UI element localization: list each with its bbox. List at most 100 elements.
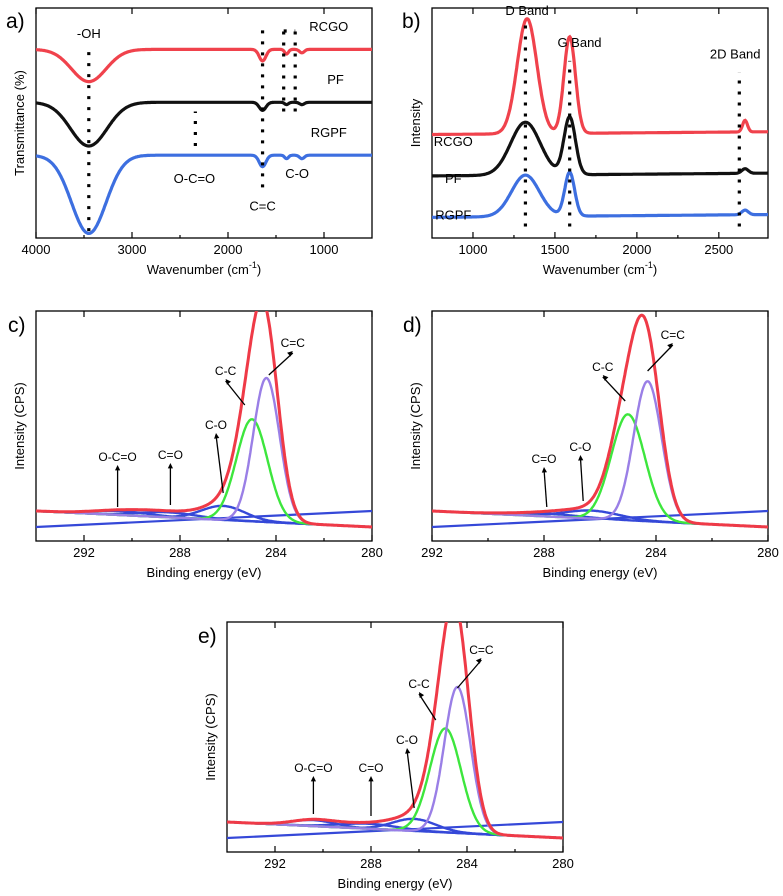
x-axis-label-suffix: ): [257, 262, 261, 277]
annotation-label: RCGO: [309, 19, 348, 34]
x-tick-label: 1000: [310, 242, 339, 257]
panel-b: b) 1000 1500 2000 2500 Wavenumber (cm-1) Inten…: [402, 3, 769, 277]
panel-a: a) 4000 3000 2000 1000 Wavenumber (cm-1) Trans…: [6, 7, 373, 277]
x-tick-label: 2000: [214, 242, 243, 257]
annotation-arrowhead: [115, 465, 121, 471]
annotation-arrowhead: [167, 463, 173, 469]
envelope-line: [227, 622, 563, 840]
x-axis-label-suffix: ): [653, 262, 657, 277]
annotation-label: D Band: [505, 3, 548, 18]
y-axis-label: Intensity (CPS): [408, 382, 423, 469]
plot-frame: [35, 310, 373, 542]
annotation-label: C=O: [158, 448, 183, 462]
x-tick-label: 284: [456, 856, 478, 871]
x-tick-label: 280: [361, 545, 383, 560]
annotation-arrow: [268, 352, 294, 376]
panel-label: d): [403, 314, 422, 337]
x-tick-label: 284: [645, 545, 667, 560]
y-axis-label: Intensity (CPS): [203, 693, 218, 780]
plot-frame: [35, 7, 373, 239]
annotation-label: O-C=O: [98, 450, 136, 464]
plot-frame: [431, 310, 769, 542]
panel-d: d) 292 288 284 280 Binding energy (eV) Intensi…: [403, 310, 779, 580]
series-line-pf: [432, 114, 768, 178]
x-axis-label-sup: -1: [645, 260, 653, 270]
plot-frame: [431, 7, 769, 239]
series-line-pf: [36, 100, 372, 148]
annotation-label: O-C=O: [294, 761, 332, 775]
annotation-label: C-O: [285, 166, 309, 181]
annotation-label: PF: [445, 171, 462, 186]
panel-label: a): [6, 10, 25, 33]
x-tick-label: 284: [265, 545, 287, 560]
annotation-arrowhead: [225, 379, 231, 385]
annotation-label: 2D Band: [710, 47, 761, 62]
annotation-arrowhead: [475, 658, 482, 664]
annotation-arrowhead: [578, 455, 584, 461]
annotation-arrowhead: [405, 748, 411, 754]
annotation-label: C-O: [205, 418, 227, 432]
series-line-rgpf: [36, 153, 372, 235]
component-ceqc: [36, 376, 372, 529]
x-tick-label: 288: [360, 856, 382, 871]
annotation-arrowhead: [287, 351, 293, 357]
x-tick-label: 292: [421, 545, 443, 560]
x-tick-label: 2500: [704, 242, 733, 257]
annotation-arrowhead: [667, 343, 673, 349]
x-tick-label: 292: [264, 856, 286, 871]
annotation-label: RCGO: [434, 134, 473, 149]
annotation-label: RGPF: [311, 125, 347, 140]
annotation-label: C=C: [661, 328, 686, 342]
x-tick-label: 1500: [540, 242, 569, 257]
annotation-label: RGPF: [435, 208, 471, 223]
panel-c: c) 292 288 284 280 Binding energy (eV) Intensi…: [8, 310, 383, 580]
x-axis-label: Wavenumber (cm-1): [543, 260, 657, 277]
annotation-label: C=C: [249, 198, 275, 213]
annotation-label: C-O: [396, 733, 418, 747]
panel-label: b): [402, 10, 421, 33]
annotation-arrow: [406, 749, 415, 809]
x-tick-label: 4000: [22, 242, 51, 257]
annotation-arrowhead: [541, 467, 547, 473]
series-line-rcgo: [36, 47, 372, 84]
annotation-label: G Band: [557, 35, 601, 50]
annotation-label: C=O: [358, 761, 383, 775]
annotation-arrow: [602, 376, 626, 402]
annotation-arrow: [456, 659, 482, 689]
annotation-label: C=C: [469, 643, 494, 657]
annotation-label: C=O: [531, 452, 556, 466]
annotation-label: C-C: [215, 364, 237, 378]
x-tick-label: 280: [552, 856, 574, 871]
annotation-label: -OH: [77, 26, 101, 41]
component-c-c: [432, 413, 768, 529]
envelope-line: [36, 311, 372, 529]
x-tick-label: 2000: [622, 242, 651, 257]
y-axis-label: Intensity (CPS): [12, 382, 27, 469]
x-tick-label: 288: [533, 545, 555, 560]
plot-frame: [226, 621, 564, 853]
x-axis-label-main: Wavenumber (cm: [543, 262, 645, 277]
component-ceqc: [227, 685, 563, 840]
x-axis-label: Binding energy (eV): [338, 876, 453, 891]
x-axis-label: Binding energy (eV): [543, 565, 658, 580]
x-tick-label: 288: [169, 545, 191, 560]
annotation-label: C-C: [408, 677, 430, 691]
x-tick-label: 1000: [459, 242, 488, 257]
annotation-label: C=C: [281, 336, 306, 350]
series-line-rcgo: [432, 17, 768, 137]
annotation-arrow: [543, 468, 548, 508]
x-axis-label-sup: -1: [249, 260, 257, 270]
x-axis-label: Binding energy (eV): [147, 565, 262, 580]
panel-label: c): [8, 314, 26, 337]
x-axis-label-main: Wavenumber (cm: [147, 262, 249, 277]
annotation-arrowhead: [310, 776, 316, 782]
annotation-arrowhead: [214, 433, 220, 439]
annotation-label: PF: [327, 72, 344, 87]
envelope-line: [432, 313, 768, 529]
y-axis-label: Transmittance (%): [12, 70, 27, 176]
annotation-arrowhead: [419, 692, 425, 698]
annotation-arrowhead: [602, 375, 609, 381]
series-line-rgpf: [432, 170, 768, 219]
x-axis-label: Wavenumber (cm-1): [147, 260, 261, 277]
